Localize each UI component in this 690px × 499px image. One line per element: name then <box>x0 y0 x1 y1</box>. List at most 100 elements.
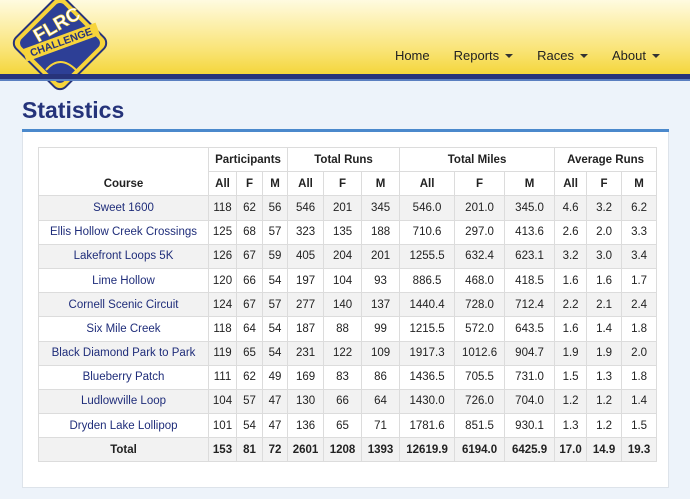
table-cell: 1917.3 <box>399 340 456 366</box>
course-cell: Dryden Lake Lollipop <box>38 413 209 439</box>
table-cell: 67 <box>236 243 263 269</box>
table-cell: 345.0 <box>504 195 556 221</box>
column-header: F <box>236 171 263 197</box>
table-cell: 64 <box>236 316 263 342</box>
table-cell: 1215.5 <box>399 316 456 342</box>
table-cell: 126 <box>208 243 237 269</box>
nav-item[interactable]: Home <box>394 48 430 63</box>
table-cell: 1255.5 <box>399 243 456 269</box>
table-cell: 201 <box>323 195 363 221</box>
course-cell: Lime Hollow <box>38 267 209 294</box>
course-link[interactable]: Blueberry Patch <box>82 371 165 384</box>
table-cell: 56 <box>261 195 289 221</box>
table-cell: 54 <box>236 413 263 439</box>
course-link[interactable]: Sweet 1600 <box>93 201 154 214</box>
table-row: Six Mile Creek 118 64 54 187 88 99 1215.5 572.0 6… <box>38 316 658 342</box>
table-cell: 2.0 <box>586 219 623 245</box>
table-cell: 323 <box>287 219 325 245</box>
table-cell: 1430.0 <box>399 388 456 415</box>
course-cell: Blueberry Patch <box>38 364 209 390</box>
table-cell: 62 <box>236 195 263 221</box>
table-cell: 136 <box>287 413 325 439</box>
total-cell: 6194.0 <box>454 437 506 463</box>
column-header: M <box>621 171 658 197</box>
table-cell: 64 <box>361 388 401 415</box>
course-link[interactable]: Lakefront Loops 5K <box>73 250 174 263</box>
table-cell: 54 <box>261 340 289 366</box>
table-row: Sweet 1600 118 62 56 546 201 345 546.0 201.0 345.… <box>38 195 658 221</box>
table-cell: 1.2 <box>554 388 588 415</box>
total-cell: 1393 <box>361 437 401 463</box>
table-cell: 88 <box>323 316 363 342</box>
table-cell: 124 <box>208 292 237 318</box>
table-cell: 109 <box>361 340 401 366</box>
nav-item[interactable]: Races <box>537 48 589 63</box>
table-cell: 119 <box>208 340 237 366</box>
course-link[interactable]: Lime Hollow <box>92 274 155 287</box>
table-cell: 3.4 <box>621 243 658 269</box>
table-cell: 130 <box>287 388 325 415</box>
table-cell: 104 <box>208 388 237 415</box>
table-row: Black Diamond Park to Park 119 65 54 231 122 1… <box>38 340 658 366</box>
logo[interactable]: FLRC CHALLENGE <box>8 0 118 94</box>
table-cell: 197 <box>287 267 325 294</box>
table-cell: 188 <box>361 219 401 245</box>
table-cell: 405 <box>287 243 325 269</box>
nav-item[interactable]: About <box>612 48 660 63</box>
table-cell: 67 <box>236 292 263 318</box>
nav: Home Reports Races About <box>395 48 660 63</box>
table-cell: 1.6 <box>554 316 588 342</box>
table-row: Lime Hollow 120 66 54 197 104 93 886.5 468.0 418.… <box>38 267 658 294</box>
page-title: Statistics <box>22 97 125 123</box>
table-cell: 1781.6 <box>399 413 456 439</box>
table-cell: 3.2 <box>586 195 623 221</box>
table-cell: 1.5 <box>554 364 588 390</box>
table-cell: 57 <box>236 388 263 415</box>
total-cell: 14.9 <box>586 437 623 463</box>
table-cell: 47 <box>261 413 289 439</box>
table-cell: 99 <box>361 316 401 342</box>
table-cell: 1012.6 <box>454 340 506 366</box>
course-cell: Six Mile Creek <box>38 316 209 342</box>
column-header: All <box>554 171 588 197</box>
header-stripe <box>0 74 690 81</box>
table-cell: 1.5 <box>621 413 658 439</box>
course-link[interactable]: Ludlowville Loop <box>80 395 167 408</box>
table-cell: 1.7 <box>621 267 658 294</box>
table-cell: 1.9 <box>554 340 588 366</box>
table-cell: 728.0 <box>454 292 506 318</box>
table-cell: 1436.5 <box>399 364 456 390</box>
table-cell: 2.1 <box>586 292 623 318</box>
table-cell: 623.1 <box>504 243 556 269</box>
course-link[interactable]: Dryden Lake Lollipop <box>69 419 178 432</box>
table-row: Lakefront Loops 5K 126 67 59 405 204 201 1255.5… <box>38 243 658 269</box>
table-cell: 3.0 <box>586 243 623 269</box>
column-header: All <box>287 171 325 197</box>
course-link[interactable]: Ellis Hollow Creek Crossings <box>50 226 197 239</box>
table-cell: 1.6 <box>586 267 623 294</box>
column-header: M <box>361 171 401 197</box>
table-cell: 1.3 <box>586 364 623 390</box>
course-cell: Cornell Scenic Circuit <box>38 292 209 318</box>
table-cell: 1.8 <box>621 364 658 390</box>
total-cell: Total <box>38 437 209 463</box>
table-cell: 643.5 <box>504 316 556 342</box>
table-cell: 54 <box>261 316 289 342</box>
table-cell: 2.4 <box>621 292 658 318</box>
table-cell: 57 <box>261 219 289 245</box>
table-cell: 93 <box>361 267 401 294</box>
table-cell: 231 <box>287 340 325 366</box>
course-link[interactable]: Six Mile Creek <box>86 322 161 335</box>
table-cell: 705.5 <box>454 364 506 390</box>
table-row: Blueberry Patch 111 62 49 169 83 86 1436.5 705.5… <box>38 364 658 390</box>
table-cell: 57 <box>261 292 289 318</box>
course-link[interactable]: Black Diamond Park to Park <box>51 347 196 360</box>
table-cell: 118 <box>208 316 237 342</box>
column-header: F <box>454 171 506 197</box>
total-row: Total 153 81 72 2601 1208 1393 12619.9 6194.0 642… <box>38 437 658 463</box>
course-link[interactable]: Cornell Scenic Circuit <box>68 298 179 311</box>
table-cell: 66 <box>236 267 263 294</box>
table-cell: 2.6 <box>554 219 588 245</box>
nav-item[interactable]: Reports <box>454 48 514 63</box>
table-cell: 111 <box>208 364 237 390</box>
